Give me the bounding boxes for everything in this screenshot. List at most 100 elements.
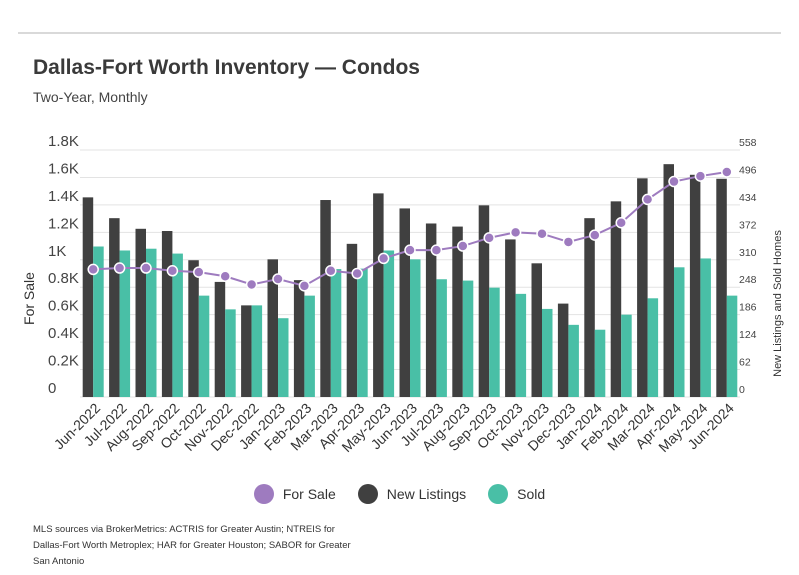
new-listings-bar — [610, 201, 622, 397]
new-listings-bar — [637, 178, 648, 397]
for-sale-point — [536, 227, 548, 240]
sold-bar — [568, 324, 579, 397]
sold-bar — [93, 246, 104, 397]
y-tick-label: 0 — [48, 380, 56, 397]
y2-tick-label: 62 — [739, 357, 751, 369]
sold-bar — [436, 279, 447, 397]
y2-tick-label: 186 — [739, 302, 757, 314]
new-listings-bar — [505, 239, 516, 397]
for-sale-point — [272, 273, 284, 285]
sold-bar — [542, 308, 553, 397]
card-top-border — [18, 32, 781, 34]
chart-subtitle: Two-Year, Monthly — [33, 89, 148, 105]
legend-swatch-sold — [488, 484, 509, 504]
y-tick-label: 1.8K — [48, 133, 79, 150]
sold-bar — [594, 329, 606, 397]
chart-title: Dallas-Fort Worth Inventory — Condos — [33, 56, 420, 79]
new-listings-bar — [346, 243, 358, 397]
legend-swatch-new-listings — [357, 484, 378, 504]
y2-axis-label: New Listings and Sold Homes — [772, 230, 784, 377]
sold-bar — [119, 250, 131, 397]
new-listings-bar — [161, 231, 173, 397]
new-listings-bar — [267, 259, 278, 397]
for-sale-point — [377, 252, 390, 265]
legend-item-new-listings[interactable]: New Listings — [357, 484, 467, 504]
for-sale-point — [219, 270, 231, 282]
sold-bar — [700, 258, 711, 397]
legend-label-sold: Sold — [517, 486, 546, 502]
new-listings-bar — [320, 200, 331, 397]
new-listings-bar — [241, 305, 252, 397]
for-sale-point — [325, 265, 337, 277]
sold-bar — [251, 305, 263, 397]
for-sale-point — [193, 266, 205, 278]
sold-bar — [383, 250, 395, 397]
source-footnote: MLS sources via BrokerMetrics: ACTRIS fo… — [33, 524, 351, 567]
new-listings-bar — [557, 303, 569, 397]
new-listings-bar — [399, 208, 410, 397]
for-sale-point — [430, 244, 443, 256]
legend-label-for-sale: For Sale — [282, 486, 336, 502]
y-tick-label: 0.4K — [48, 325, 79, 342]
new-listings-bar — [478, 205, 490, 397]
new-listings-bar — [373, 193, 384, 397]
sold-bar — [304, 295, 315, 397]
for-sale-point — [483, 232, 495, 244]
sold-bar — [330, 269, 342, 397]
sold-bar — [172, 253, 183, 397]
legend-swatch-for-sale — [253, 484, 274, 504]
for-sale-point — [245, 278, 258, 291]
new-listings-bar — [188, 260, 199, 397]
new-listings-bar — [214, 281, 226, 397]
for-sale-point — [694, 170, 707, 182]
y2-tick-label: 310 — [739, 247, 757, 259]
for-sale-point — [562, 236, 575, 248]
legend-item-sold[interactable]: Sold — [488, 484, 545, 504]
y-tick-label: 1K — [48, 243, 66, 260]
sold-bar — [515, 293, 527, 397]
sold-bar — [278, 318, 289, 397]
new-listings-bar — [425, 223, 437, 397]
sold-bar — [198, 295, 210, 397]
new-listings-bar — [689, 174, 701, 397]
y-tick-label: 0.8K — [48, 270, 79, 287]
sold-bar — [146, 248, 157, 397]
y-tick-label: 1.2K — [48, 215, 79, 232]
for-sale-point — [457, 240, 469, 252]
new-listings-bar — [135, 228, 146, 397]
for-sale-point — [721, 166, 733, 178]
y2-tick-label: 0 — [739, 384, 745, 396]
sold-bar — [489, 287, 500, 397]
for-sale-point — [87, 263, 99, 276]
for-sale-point — [668, 175, 680, 188]
legend-item-for-sale[interactable]: For Sale — [253, 484, 336, 504]
new-listings-bar — [663, 164, 674, 397]
for-sale-point — [140, 262, 152, 274]
new-listings-bar — [293, 280, 305, 397]
y2-tick-label: 434 — [739, 192, 757, 204]
y2-tick-label: 248 — [739, 274, 757, 286]
sold-bar — [357, 268, 368, 397]
sold-bar — [726, 295, 738, 397]
y-tick-label: 1.6K — [48, 160, 79, 177]
sold-bar — [462, 280, 474, 397]
new-listings-bar — [716, 178, 727, 397]
for-sale-point — [404, 244, 416, 256]
y2-tick-label: 558 — [739, 137, 757, 149]
for-sale-point — [298, 280, 311, 292]
chart-legend: For Sale New Listings Sold — [0, 484, 799, 504]
new-listings-bar — [109, 218, 120, 397]
sold-bar — [647, 298, 659, 397]
new-listings-bar — [584, 218, 595, 397]
y-axis-label: For Sale — [21, 272, 37, 325]
new-listings-bar — [531, 263, 542, 397]
for-sale-point — [351, 267, 363, 280]
sold-bar — [410, 259, 421, 397]
for-sale-point — [113, 262, 126, 274]
for-sale-point — [589, 229, 601, 241]
y2-tick-label: 372 — [739, 219, 757, 231]
y-tick-label: 1.4K — [48, 188, 79, 205]
legend-label-new-listings: New Listings — [386, 486, 467, 502]
sold-bar — [674, 267, 685, 397]
